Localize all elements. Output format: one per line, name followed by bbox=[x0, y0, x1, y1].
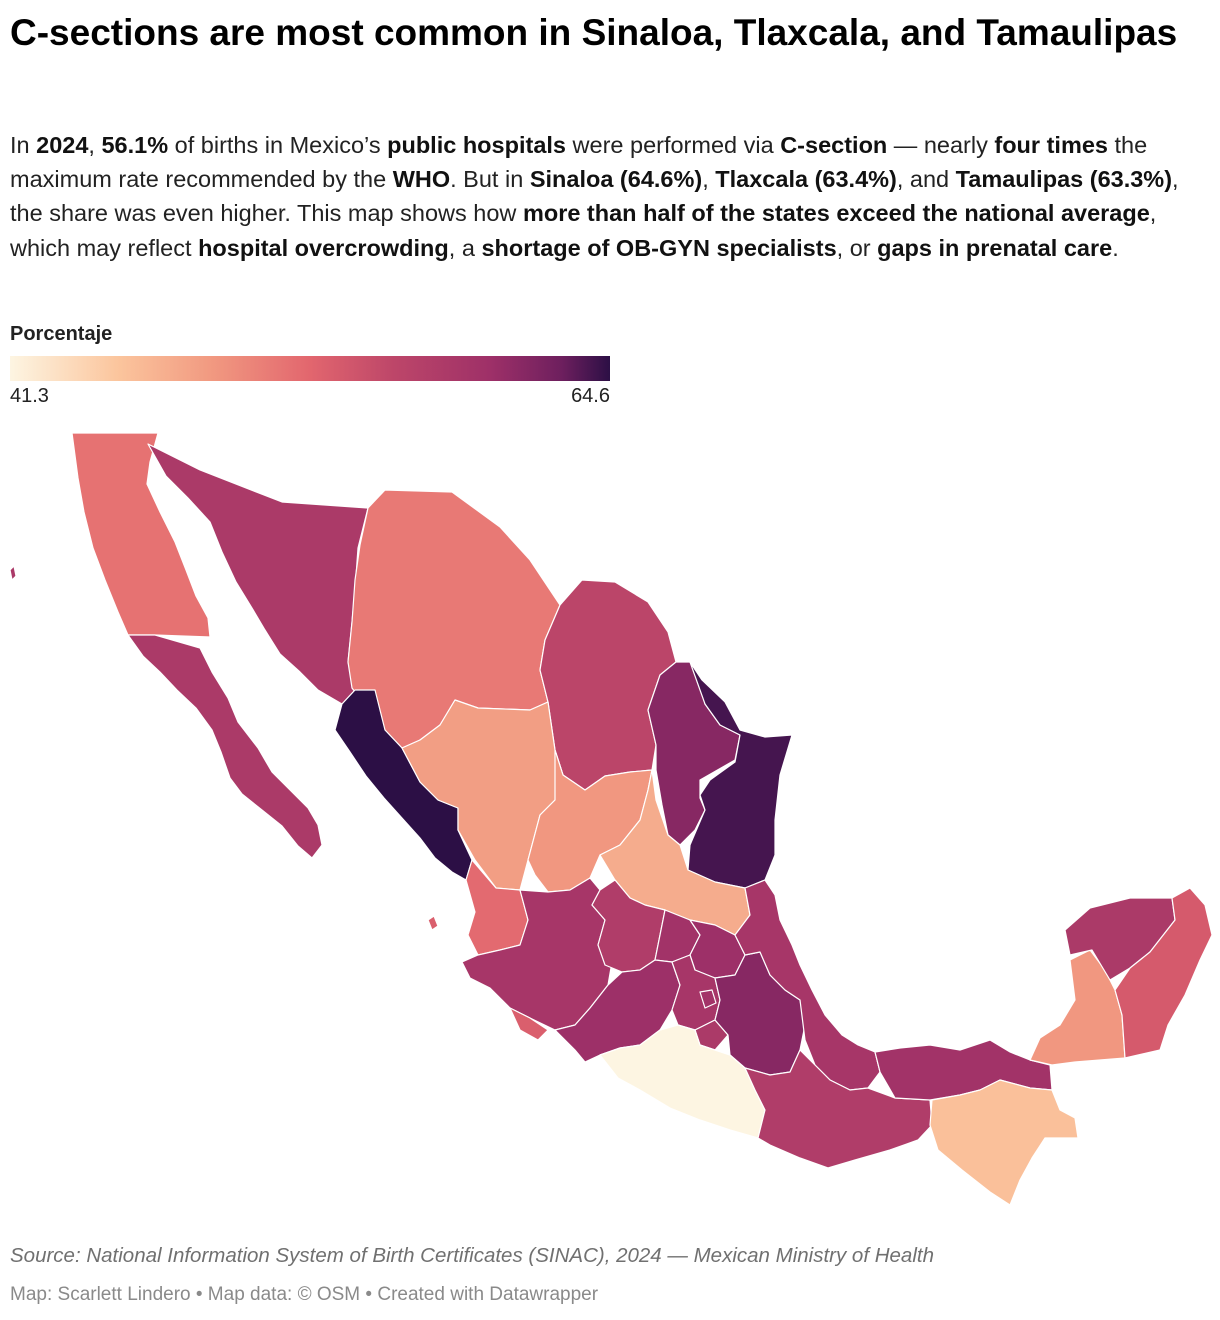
mexico-map: Baja California: 50.5 Baja California Su… bbox=[9, 432, 1213, 1206]
state-colima[interactable]: Colima: 52 bbox=[427, 915, 439, 931]
state-baja-california-sur[interactable]: Baja California Sur: 56.5 bbox=[127, 634, 323, 859]
state-baja-california-sur[interactable]: Baja California Sur: 56.5 bbox=[9, 565, 17, 581]
state-chiapas[interactable]: Chiapas: 45 bbox=[929, 1079, 1079, 1206]
source-note: Source: National Information System of B… bbox=[10, 1244, 934, 1267]
state-cdmx[interactable]: Ciudad de México: 57.5 bbox=[699, 989, 717, 1009]
legend-title: Porcentaje bbox=[10, 323, 113, 345]
description: In 2024, 56.1% of births in Mexico’s pub… bbox=[10, 132, 1179, 261]
legend-min-label: 41.3 bbox=[10, 385, 49, 407]
page-title: C-sections are most common in Sinaloa, T… bbox=[10, 12, 1178, 53]
legend-max-label: 64.6 bbox=[571, 385, 610, 407]
state-baja-california[interactable]: Baja California: 50.5 bbox=[71, 432, 211, 638]
state-quintana-roo[interactable]: Quintana Roo: 52.5 bbox=[1114, 887, 1213, 1059]
legend-gradient-bar bbox=[10, 356, 610, 381]
credits-note: Map: Scarlett Lindero • Map data: © OSM … bbox=[10, 1284, 599, 1305]
color-legend: Porcentaje 41.3 64.6 bbox=[10, 320, 610, 411]
state-colima[interactable]: Colima: 52 bbox=[509, 1007, 549, 1041]
